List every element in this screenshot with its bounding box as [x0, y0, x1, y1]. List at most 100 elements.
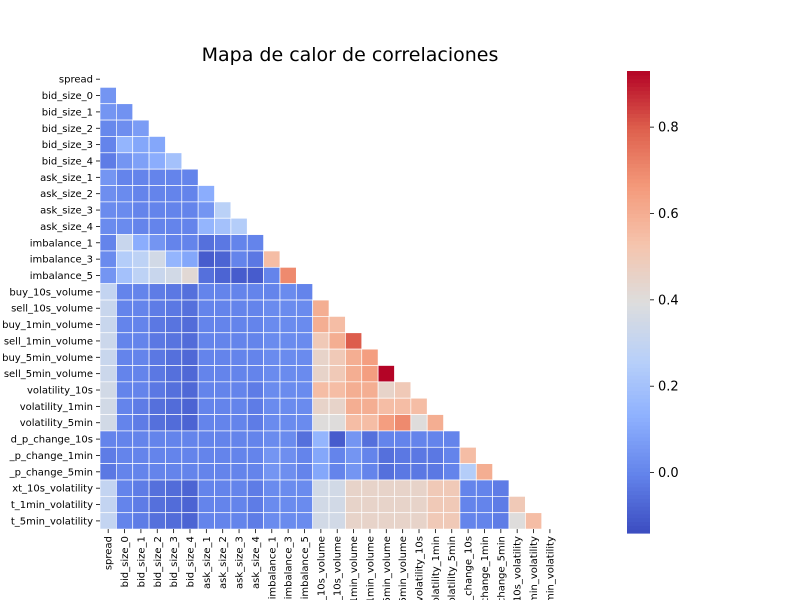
heatmap-cell — [132, 430, 150, 448]
heatmap-cell — [295, 463, 314, 481]
colorbar-segment — [627, 463, 650, 469]
heatmap-cell — [132, 266, 150, 285]
heatmap-cell — [263, 414, 281, 432]
heatmap-cell — [230, 446, 248, 464]
heatmap-cell — [116, 185, 134, 203]
colorbar-segment — [627, 413, 650, 419]
heatmap-cell — [132, 152, 150, 170]
colorbar-segment — [627, 275, 650, 280]
x-tick-label: buy_1min_volume — [349, 536, 360, 600]
heatmap-cell — [328, 332, 346, 350]
heatmap-cell — [279, 512, 297, 530]
heatmap-cell — [475, 496, 493, 514]
heatmap-cell — [165, 283, 183, 301]
heatmap-cell — [263, 463, 281, 481]
heatmap-cell — [132, 316, 150, 334]
heatmap-cell — [181, 479, 199, 497]
heatmap-cell — [459, 446, 477, 464]
heatmap-cell — [410, 496, 428, 514]
heatmap-cell — [279, 446, 297, 464]
heatmap-cell — [214, 299, 232, 317]
heatmap-cell — [116, 234, 134, 252]
heatmap-cell — [263, 430, 281, 448]
heatmap-cell — [246, 250, 264, 268]
colorbar-segment — [627, 267, 650, 272]
heatmap-cell — [410, 446, 428, 464]
heatmap-cell — [197, 397, 215, 415]
heatmap-cell — [181, 496, 199, 514]
heatmap-cell — [279, 365, 297, 383]
colorbar-segment — [627, 186, 650, 191]
heatmap-cell — [99, 496, 117, 514]
chart-title: Mapa de calor de correlaciones — [201, 44, 499, 66]
heatmap-cell — [214, 316, 232, 334]
colorbar-segment — [627, 336, 650, 342]
x-tick-label: ask_size_4 — [251, 536, 262, 589]
x-tick-label: volatility_5min — [447, 536, 458, 600]
heatmap-cell — [181, 185, 199, 203]
heatmap-cell — [246, 479, 264, 497]
colorbar-segment — [627, 82, 650, 87]
colorbar-tick-label: 0.6 — [658, 207, 679, 222]
colorbar-segment — [627, 171, 650, 176]
colorbar-segment — [627, 259, 650, 265]
heatmap-cell — [394, 512, 412, 530]
heatmap-cell — [116, 266, 134, 285]
y-tick-label: volatility_1min — [20, 402, 93, 413]
heatmap-cell — [181, 512, 199, 530]
heatmap-cell — [197, 299, 215, 317]
x-tick-label: imbalance_3 — [284, 536, 295, 599]
heatmap-cell — [312, 381, 330, 399]
heatmap-cell — [99, 348, 117, 366]
colorbar-segment — [627, 506, 650, 511]
heatmap-cell — [148, 463, 166, 481]
heatmap-cell — [214, 496, 232, 514]
heatmap-cell — [312, 299, 330, 317]
heatmap-cell — [246, 316, 264, 334]
heatmap-cell — [475, 479, 493, 497]
heatmap-cell — [263, 266, 281, 285]
heatmap-cell — [116, 103, 134, 121]
colorbar-tick-label: 0.8 — [658, 121, 679, 136]
heatmap-cell — [148, 348, 166, 366]
heatmap-cell — [361, 365, 379, 383]
heatmap-cell — [148, 152, 166, 170]
colorbar-segment — [627, 144, 650, 149]
heatmap-cell — [443, 512, 461, 530]
heatmap-cell — [148, 381, 166, 399]
heatmap-cell — [165, 266, 183, 285]
heatmap-cell — [426, 430, 444, 448]
heatmap-cell — [230, 365, 248, 383]
colorbar-segment — [627, 90, 650, 95]
heatmap-cell — [148, 250, 166, 268]
heatmap-cell — [328, 365, 346, 383]
heatmap-cell — [165, 430, 183, 448]
heatmap-cell — [426, 446, 444, 464]
heatmap-cell — [345, 348, 363, 366]
heatmap-cell — [312, 512, 330, 530]
heatmap-cell — [132, 299, 150, 317]
heatmap-cell — [328, 397, 346, 415]
heatmap-cell — [361, 397, 379, 415]
colorbar-segment — [627, 294, 650, 299]
heatmap-cell — [328, 463, 346, 481]
heatmap-cell — [263, 332, 281, 350]
heatmap-cell — [230, 217, 248, 235]
colorbar-segment — [627, 355, 650, 361]
heatmap-cell — [99, 266, 117, 285]
colorbar-segment — [627, 136, 650, 141]
heatmap-cell — [345, 463, 363, 481]
heatmap-cell — [165, 201, 183, 219]
heatmap-cell — [148, 479, 166, 497]
heatmap-cell — [361, 512, 379, 530]
heatmap-cell — [263, 479, 281, 497]
heatmap-cell — [263, 250, 281, 268]
heatmap-cell — [230, 414, 248, 432]
heatmap-cell — [312, 414, 330, 432]
y-tick-label: ask_size_2 — [40, 189, 93, 200]
heatmap-cell — [459, 463, 477, 481]
heatmap-cell — [377, 479, 395, 497]
x-tick-label: ask_size_1 — [202, 536, 213, 589]
heatmap-cell — [312, 365, 330, 383]
heatmap-cell — [116, 365, 134, 383]
